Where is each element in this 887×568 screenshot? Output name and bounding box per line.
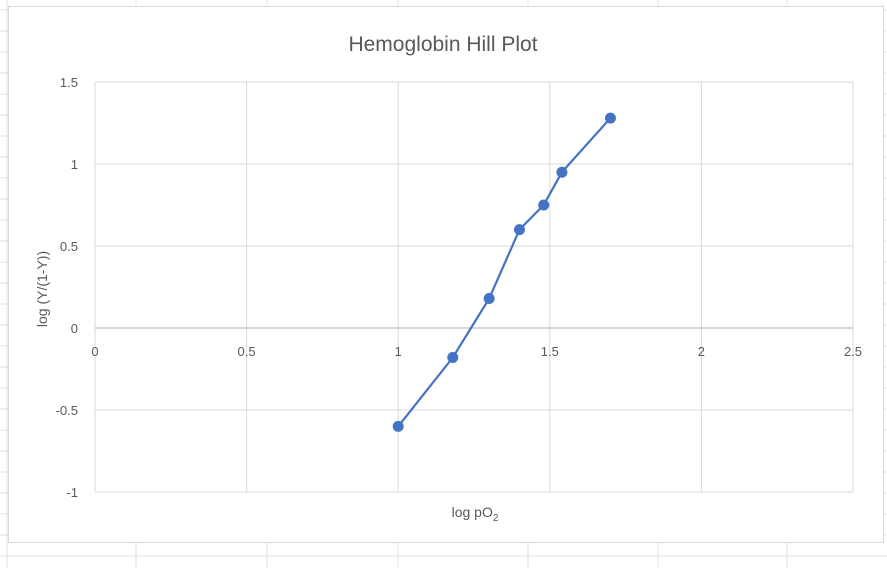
x-tick-label: 0.5 (238, 344, 256, 359)
x-tick-label: 0 (91, 344, 98, 359)
x-axis-title: log pO2 (452, 504, 499, 524)
y-tick-label: 1 (71, 157, 78, 172)
x-tick-label: 2.5 (844, 344, 862, 359)
x-axis-title-main: log pO (452, 504, 493, 520)
y-tick-label: 0.5 (60, 239, 78, 254)
x-tick-label: 1.5 (541, 344, 559, 359)
x-tick-label: 2 (698, 344, 705, 359)
tick-labels: -1 -0.5 0 0.5 1 1.5 0 0.5 1 1.5 2 2.5 (56, 75, 862, 500)
y-tick-label: -1 (66, 485, 78, 500)
data-point[interactable] (392, 420, 404, 432)
data-point[interactable] (604, 112, 616, 124)
data-point[interactable] (513, 224, 525, 236)
gridlines (94, 81, 854, 493)
data-point[interactable] (483, 292, 495, 304)
y-tick-label: 0 (71, 321, 78, 336)
chart-area[interactable] (8, 6, 884, 543)
y-tick-label: 1.5 (60, 75, 78, 90)
y-tick-label: -0.5 (56, 403, 78, 418)
chart-title: Hemoglobin Hill Plot (348, 33, 537, 56)
x-tick-label: 1 (395, 344, 402, 359)
data-point[interactable] (538, 199, 550, 211)
data-series (392, 112, 616, 432)
y-axis-title: log (Y/(1-Y)) (34, 251, 50, 327)
data-point[interactable] (556, 166, 568, 178)
x-axis-title-subscript: 2 (493, 513, 499, 524)
data-point[interactable] (447, 352, 459, 364)
